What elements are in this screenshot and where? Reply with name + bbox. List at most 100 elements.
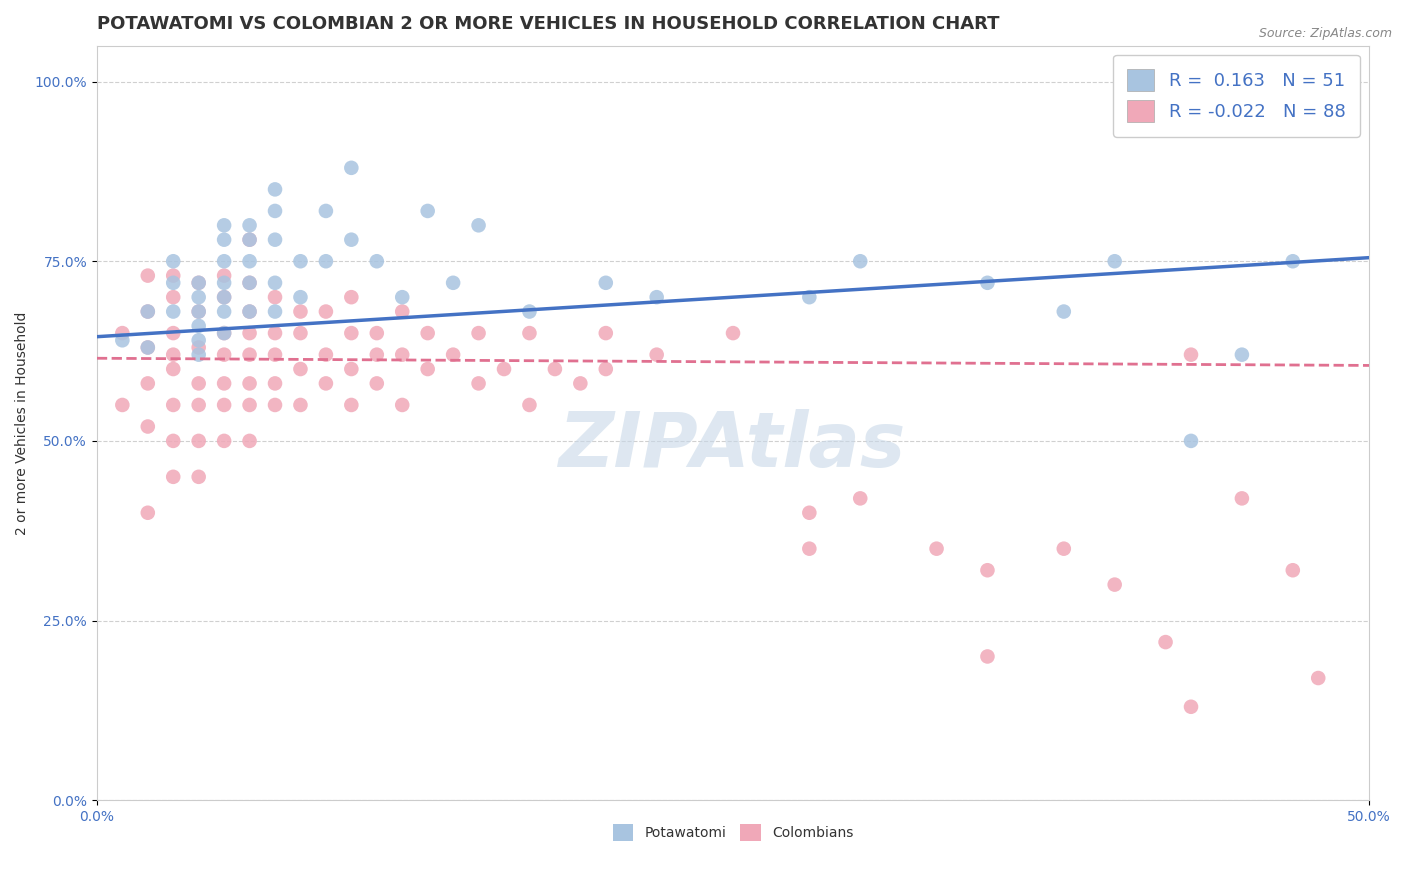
Point — [136, 341, 159, 355]
Point — [391, 348, 413, 362]
Point — [212, 290, 235, 304]
Point — [239, 376, 262, 391]
Point — [264, 348, 287, 362]
Point — [595, 362, 617, 376]
Point — [264, 233, 287, 247]
Point — [187, 348, 209, 362]
Point — [162, 348, 184, 362]
Point — [187, 341, 209, 355]
Point — [799, 541, 821, 556]
Point — [264, 290, 287, 304]
Point — [290, 304, 312, 318]
Point — [340, 161, 363, 175]
Point — [239, 219, 262, 233]
Point — [1230, 348, 1253, 362]
Point — [467, 376, 489, 391]
Point — [239, 304, 262, 318]
Point — [136, 304, 159, 318]
Point — [340, 326, 363, 340]
Point — [162, 362, 184, 376]
Point — [239, 254, 262, 268]
Point — [976, 563, 998, 577]
Point — [264, 398, 287, 412]
Point — [212, 398, 235, 412]
Point — [212, 304, 235, 318]
Point — [212, 326, 235, 340]
Point — [416, 203, 439, 218]
Point — [290, 362, 312, 376]
Point — [1104, 254, 1126, 268]
Point — [239, 233, 262, 247]
Point — [136, 376, 159, 391]
Point — [1180, 348, 1202, 362]
Point — [849, 491, 872, 506]
Point — [391, 290, 413, 304]
Point — [162, 254, 184, 268]
Point — [162, 470, 184, 484]
Point — [212, 376, 235, 391]
Point — [136, 304, 159, 318]
Point — [976, 649, 998, 664]
Point — [239, 326, 262, 340]
Point — [162, 434, 184, 448]
Point — [239, 276, 262, 290]
Point — [290, 326, 312, 340]
Text: Source: ZipAtlas.com: Source: ZipAtlas.com — [1258, 27, 1392, 40]
Point — [239, 398, 262, 412]
Point — [212, 290, 235, 304]
Point — [467, 326, 489, 340]
Point — [1308, 671, 1330, 685]
Point — [519, 398, 541, 412]
Point — [595, 326, 617, 340]
Point — [1053, 304, 1076, 318]
Point — [340, 290, 363, 304]
Point — [162, 276, 184, 290]
Point — [290, 398, 312, 412]
Point — [239, 348, 262, 362]
Point — [162, 290, 184, 304]
Point — [187, 398, 209, 412]
Point — [212, 348, 235, 362]
Point — [111, 333, 134, 347]
Point — [162, 326, 184, 340]
Point — [366, 376, 388, 391]
Point — [212, 219, 235, 233]
Point — [1230, 491, 1253, 506]
Point — [340, 362, 363, 376]
Point — [290, 290, 312, 304]
Point — [416, 362, 439, 376]
Point — [925, 541, 948, 556]
Point — [264, 304, 287, 318]
Point — [212, 434, 235, 448]
Point — [467, 219, 489, 233]
Point — [239, 304, 262, 318]
Point — [849, 254, 872, 268]
Point — [366, 348, 388, 362]
Point — [136, 341, 159, 355]
Point — [187, 290, 209, 304]
Point — [162, 304, 184, 318]
Point — [187, 318, 209, 333]
Point — [264, 276, 287, 290]
Point — [212, 276, 235, 290]
Point — [315, 376, 337, 391]
Point — [519, 326, 541, 340]
Point — [136, 506, 159, 520]
Point — [212, 268, 235, 283]
Point — [187, 276, 209, 290]
Point — [799, 290, 821, 304]
Point — [315, 203, 337, 218]
Point — [569, 376, 592, 391]
Point — [239, 434, 262, 448]
Point — [264, 182, 287, 196]
Point — [111, 398, 134, 412]
Point — [1180, 699, 1202, 714]
Point — [976, 276, 998, 290]
Point — [239, 233, 262, 247]
Text: ZIPAtlas: ZIPAtlas — [560, 409, 907, 483]
Text: POTAWATOMI VS COLOMBIAN 2 OR MORE VEHICLES IN HOUSEHOLD CORRELATION CHART: POTAWATOMI VS COLOMBIAN 2 OR MORE VEHICL… — [97, 15, 1000, 33]
Point — [645, 348, 668, 362]
Point — [1053, 541, 1076, 556]
Point — [315, 348, 337, 362]
Point — [187, 276, 209, 290]
